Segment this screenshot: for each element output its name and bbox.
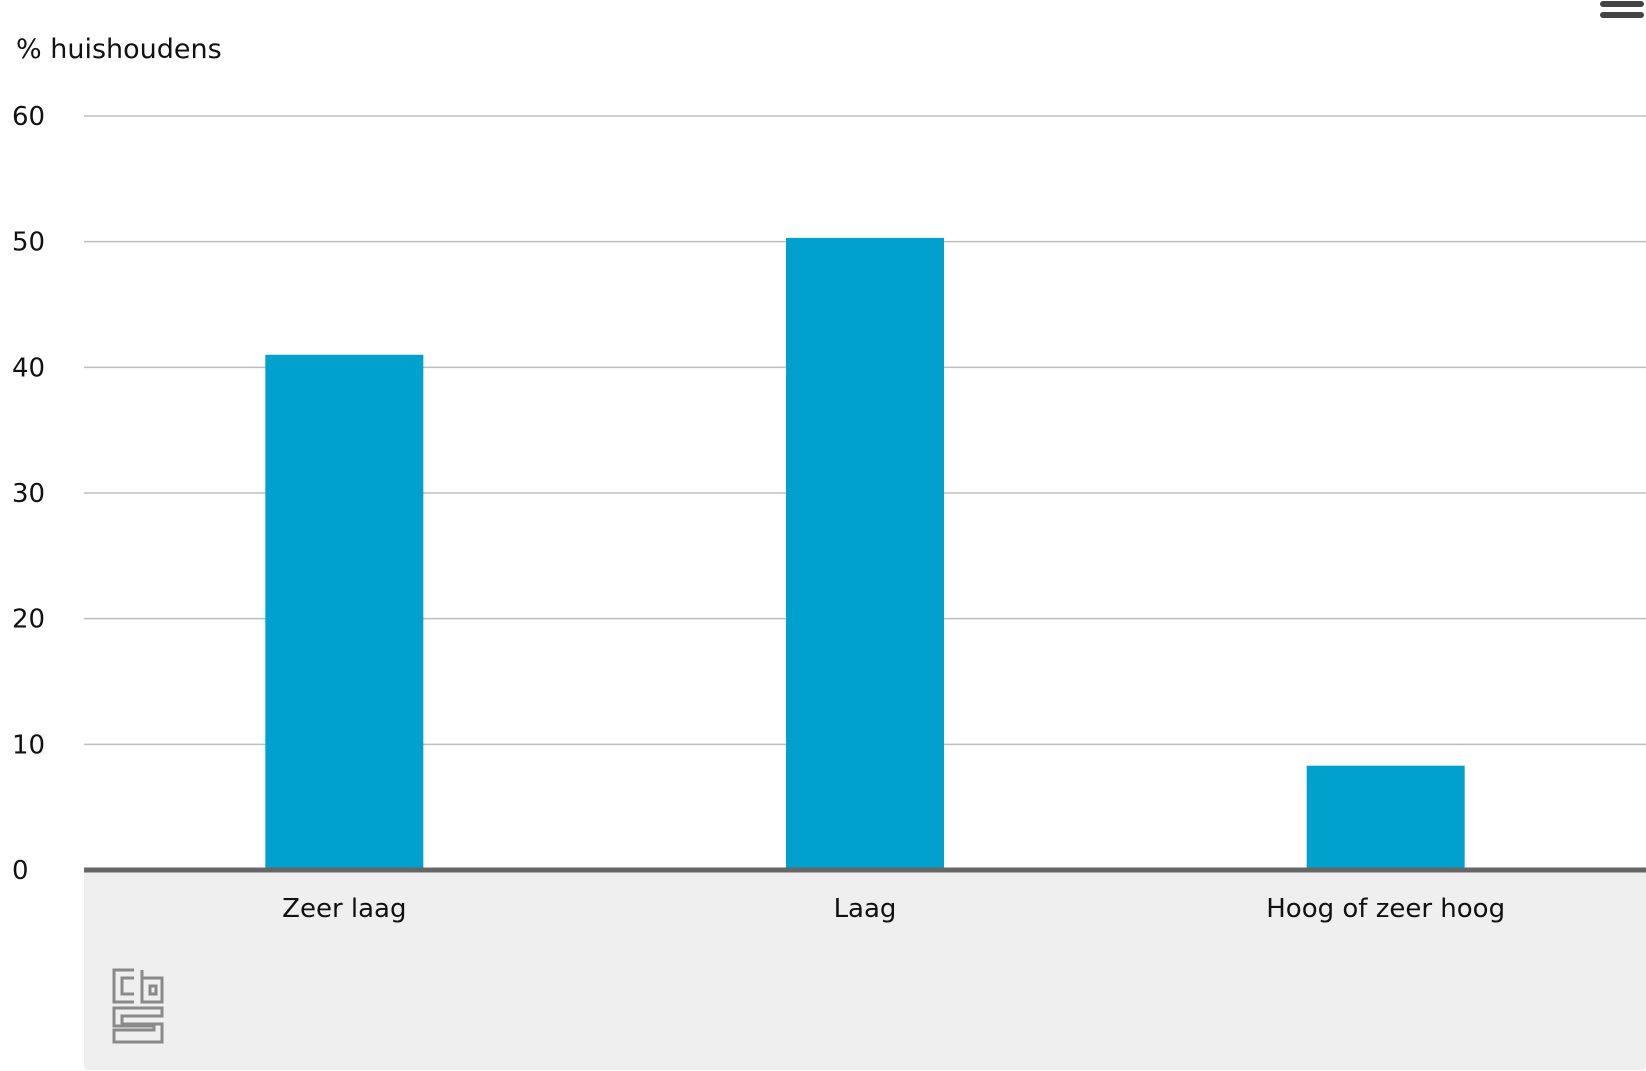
y-tick-label-0: 0 (12, 856, 29, 886)
category-label-2: Hoog of zeer hoog (1266, 894, 1505, 924)
y-tick-label-10: 10 (12, 730, 45, 760)
y-tick-label-20: 20 (12, 605, 45, 635)
bar-0 (265, 354, 424, 870)
cbs-logo-icon (112, 968, 164, 1044)
category-label-1: Laag (834, 894, 897, 924)
category-axis-band (84, 870, 1646, 1070)
category-label-0: Zeer laag (282, 894, 406, 924)
y-tick-label-50: 50 (12, 228, 45, 258)
y-tick-label-40: 40 (12, 353, 45, 383)
y-tick-label-30: 30 (12, 479, 45, 509)
bar-1 (786, 237, 944, 870)
bar-2 (1306, 765, 1465, 870)
hamburger-menu-icon[interactable] (1596, 0, 1646, 22)
y-tick-label-60: 60 (12, 102, 45, 132)
y-axis-label: % huishoudens (16, 34, 222, 65)
